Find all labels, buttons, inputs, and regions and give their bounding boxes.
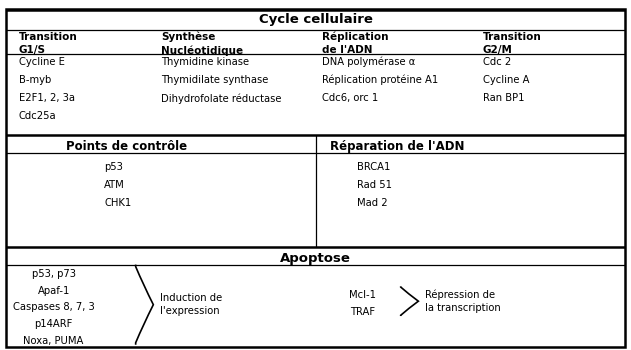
Text: Réplication protéine A1: Réplication protéine A1	[322, 75, 438, 85]
Text: CHK1: CHK1	[104, 198, 131, 208]
Text: Réparation de l'ADN: Réparation de l'ADN	[330, 140, 465, 153]
Text: Rad 51: Rad 51	[357, 180, 391, 190]
Text: B-myb: B-myb	[19, 75, 51, 85]
Text: Induction de
l'expression: Induction de l'expression	[160, 293, 222, 316]
Text: Noxa, PUMA: Noxa, PUMA	[23, 336, 84, 346]
Text: Mad 2: Mad 2	[357, 198, 387, 208]
Text: Mcl-1: Mcl-1	[350, 290, 376, 301]
Text: p53: p53	[104, 162, 123, 172]
Text: Dihydrofolate réductase: Dihydrofolate réductase	[161, 93, 281, 104]
Text: DNA polymérase α: DNA polymérase α	[322, 57, 415, 67]
Text: Points de contrôle: Points de contrôle	[66, 140, 187, 153]
Text: Thymidine kinase: Thymidine kinase	[161, 57, 249, 67]
Text: TRAF: TRAF	[350, 307, 375, 317]
Text: Répression de
la transcription: Répression de la transcription	[425, 289, 500, 313]
Text: Ran BP1: Ran BP1	[483, 93, 524, 103]
Text: p53, p73: p53, p73	[32, 269, 76, 279]
Text: Cdc6, orc 1: Cdc6, orc 1	[322, 93, 378, 103]
Text: p14ARF: p14ARF	[35, 319, 73, 329]
Text: Transition
G1/S: Transition G1/S	[19, 32, 78, 55]
Text: Synthèse
Nucléotidique: Synthèse Nucléotidique	[161, 32, 243, 56]
Text: Apaf-1: Apaf-1	[37, 286, 70, 296]
Text: Thymidilate synthase: Thymidilate synthase	[161, 75, 268, 85]
Text: BRCA1: BRCA1	[357, 162, 390, 172]
Text: Cycle cellulaire: Cycle cellulaire	[259, 13, 372, 26]
Text: Caspases 8, 7, 3: Caspases 8, 7, 3	[13, 302, 95, 313]
Text: Transition
G2/M: Transition G2/M	[483, 32, 541, 55]
Text: Cdc 2: Cdc 2	[483, 57, 511, 67]
Text: Cycline A: Cycline A	[483, 75, 529, 85]
Text: Apoptose: Apoptose	[280, 252, 351, 265]
Text: Cdc25a: Cdc25a	[19, 111, 57, 121]
Text: Cycline E: Cycline E	[19, 57, 65, 67]
FancyBboxPatch shape	[6, 9, 625, 346]
Text: ATM: ATM	[104, 180, 125, 190]
Text: Réplication
de l'ADN: Réplication de l'ADN	[322, 32, 388, 55]
Text: E2F1, 2, 3a: E2F1, 2, 3a	[19, 93, 75, 103]
